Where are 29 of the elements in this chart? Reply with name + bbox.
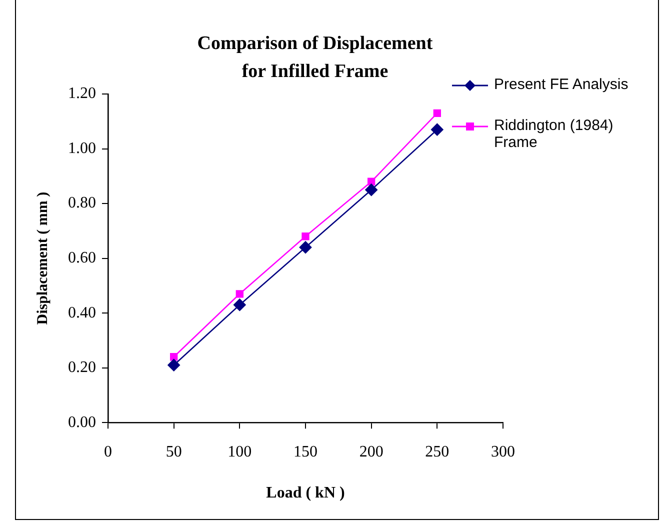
point	[368, 178, 376, 186]
y-tick-label: 0.20	[68, 359, 96, 376]
point	[365, 184, 378, 196]
y-tick-label: 0.60	[68, 250, 96, 267]
y-tick-label: 1.00	[68, 140, 96, 157]
y-tick-label: 1.20	[68, 85, 96, 102]
legend-label: Present FE Analysis	[494, 76, 628, 93]
x-tick-label: 50	[166, 443, 182, 460]
x-axis-title: Load ( kN )	[266, 484, 345, 502]
x-tick-label: 0	[104, 443, 112, 460]
y-tick-label: 0.00	[68, 414, 96, 431]
point	[299, 241, 312, 254]
x-tick-label: 200	[359, 443, 384, 460]
x-tick-label: 250	[425, 443, 450, 460]
x-tick-label: 300	[491, 443, 515, 460]
y-tick-label: 0.40	[68, 304, 96, 322]
x-tick-label: 100	[228, 443, 252, 460]
chart-title: Comparison of Displacement for Infilled Frame	[196, 32, 434, 84]
point	[431, 123, 444, 136]
point	[168, 358, 180, 372]
point	[236, 290, 244, 298]
y-tick-label: 0.80	[68, 194, 96, 212]
y-axis-title: Displacement ( mm )	[34, 192, 51, 325]
point	[302, 232, 310, 240]
point	[234, 298, 246, 311]
point	[433, 109, 441, 117]
x-tick-label: 150	[294, 443, 318, 460]
legend-label: Riddington (1984) Frame	[494, 117, 614, 151]
point	[170, 353, 178, 361]
